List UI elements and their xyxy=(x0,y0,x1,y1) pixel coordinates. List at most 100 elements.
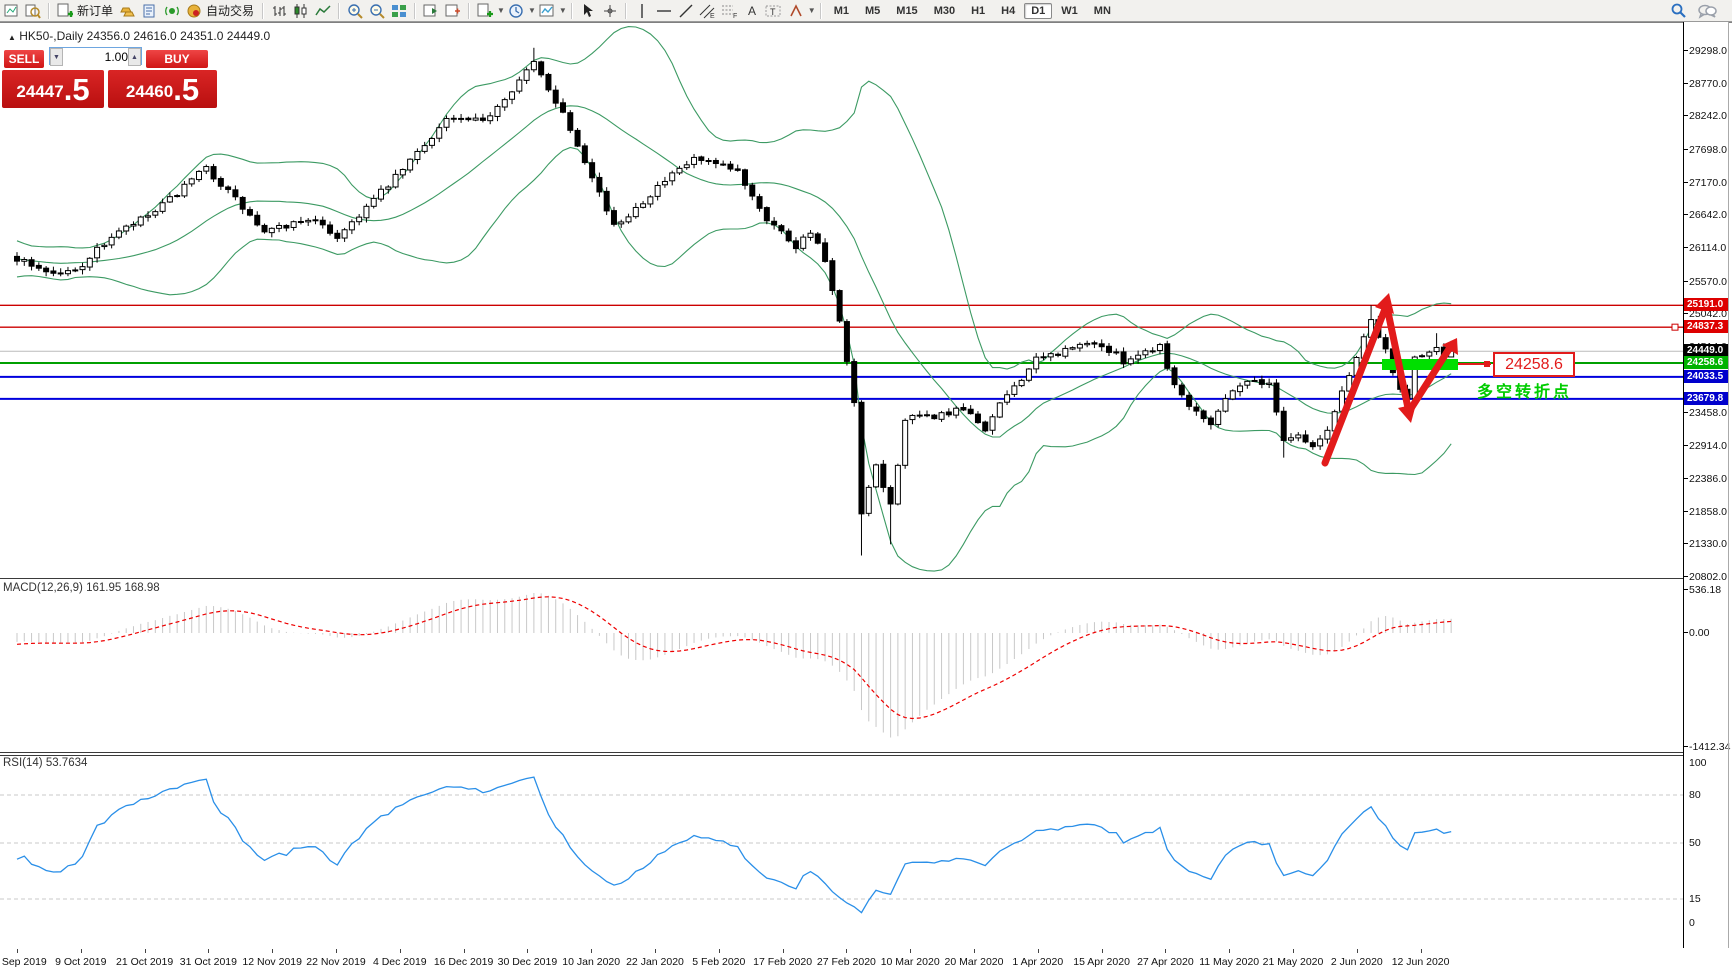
crosshair-icon[interactable] xyxy=(600,2,620,20)
market-watch-icon[interactable] xyxy=(23,2,43,20)
time-axis-label: 11 May 2020 xyxy=(1199,956,1260,968)
macd-pane[interactable] xyxy=(0,581,1683,753)
timeframe-button-w1[interactable]: W1 xyxy=(1061,4,1078,17)
candle-body xyxy=(501,99,508,108)
buy-price-box[interactable]: 24460 .5 xyxy=(108,70,217,108)
timeframe-button-h1[interactable]: H1 xyxy=(971,4,986,17)
arrows-dropdown-icon[interactable]: ▼ xyxy=(807,6,816,15)
time-axis-label: 21 May 2020 xyxy=(1262,956,1324,968)
template-dropdown-icon[interactable]: ▼ xyxy=(558,6,567,15)
volume-increase-button[interactable]: ▲ xyxy=(128,48,141,66)
turning-point-note[interactable]: 多空转折点 xyxy=(1477,384,1573,401)
zoom-out-icon[interactable] xyxy=(367,2,387,20)
candle-body xyxy=(152,211,159,216)
price-tag: 24837.3 xyxy=(1684,320,1729,334)
indicators-icon[interactable] xyxy=(475,2,495,20)
candle-body xyxy=(1280,410,1287,441)
arrows-icon[interactable] xyxy=(786,2,806,20)
zoom-in-icon[interactable] xyxy=(345,2,365,20)
tile-windows-icon[interactable] xyxy=(389,2,409,20)
zigzag-arrow-line[interactable] xyxy=(1321,305,1389,467)
candle-body xyxy=(1135,354,1142,360)
timeframe-button-h4[interactable]: H4 xyxy=(1001,4,1016,17)
horizontal-line-icon[interactable] xyxy=(654,2,674,20)
chat-icon[interactable] xyxy=(1697,2,1717,20)
chart-window-icon[interactable] xyxy=(1,2,21,20)
timeframe-button-d1[interactable]: D1 xyxy=(1024,2,1053,19)
price-axis: 29298.0 28770.0 28242.0 27698.0 27170.0 26642… xyxy=(1683,22,1730,948)
template-icon[interactable] xyxy=(537,2,557,20)
chart-title: ▲ HK50-,Daily 24356.0 24616.0 24351.0 24… xyxy=(8,29,270,43)
candle-body xyxy=(1186,394,1193,407)
chart-title-icon: ▲ xyxy=(8,33,16,42)
profile-next-icon[interactable] xyxy=(421,2,441,20)
candle-body xyxy=(822,242,829,262)
candle-body xyxy=(414,150,421,161)
candle-body xyxy=(1266,382,1273,385)
channel-icon[interactable]: E xyxy=(698,2,718,20)
candle-body xyxy=(756,196,763,209)
candle-body xyxy=(188,178,195,185)
axis-tick xyxy=(1684,445,1688,447)
candle-body xyxy=(64,270,71,275)
candle-body xyxy=(829,260,836,291)
time-axis-label: 20 Mar 2020 xyxy=(944,956,1004,968)
new-order-button[interactable]: 新订单 xyxy=(77,4,114,18)
profile-add-icon[interactable] xyxy=(443,2,463,20)
time-axis-label: 22 Nov 2019 xyxy=(306,956,366,968)
candle-body xyxy=(1106,345,1112,353)
new-order-icon[interactable] xyxy=(55,2,75,20)
price-axis-label: 29298.0 xyxy=(1689,45,1727,57)
timeframe-button-m1[interactable]: M1 xyxy=(833,4,849,17)
zigzag-arrow-line[interactable] xyxy=(1406,345,1453,414)
gold-icon[interactable] xyxy=(118,2,138,20)
signal-icon[interactable] xyxy=(162,2,182,20)
sell-price-box[interactable]: 24447 .5 xyxy=(2,70,104,108)
candle-body xyxy=(57,272,64,275)
timeframe-button-m30[interactable]: M30 xyxy=(933,4,956,17)
sell-button[interactable]: SELL xyxy=(4,50,44,68)
buy-button[interactable]: BUY xyxy=(146,50,208,68)
vertical-line-icon[interactable] xyxy=(632,2,652,20)
price-note-box[interactable]: 24258.6 xyxy=(1493,352,1575,377)
zigzag-arrow-line[interactable] xyxy=(1383,303,1412,412)
candle-body xyxy=(72,269,79,272)
main-price-pane[interactable] xyxy=(0,23,1683,579)
period-dropdown-icon[interactable]: ▼ xyxy=(527,6,536,15)
candle-body xyxy=(1419,355,1426,358)
bar-chart-icon[interactable] xyxy=(269,2,289,20)
cursor-icon[interactable] xyxy=(578,2,598,20)
pane-separator[interactable] xyxy=(0,752,1728,756)
text-label-icon[interactable]: T xyxy=(764,2,784,20)
time-axis-label: 12 Jun 2020 xyxy=(1391,956,1450,968)
candle-body xyxy=(1309,442,1316,448)
candle-body xyxy=(450,117,457,120)
text-icon[interactable]: A xyxy=(742,2,762,20)
axis-tick xyxy=(1684,543,1688,545)
candle-body xyxy=(945,411,952,416)
support-zone-highlight[interactable] xyxy=(1382,359,1458,370)
volume-decrease-button[interactable]: ▼ xyxy=(50,48,63,66)
timeframe-button-m15[interactable]: M15 xyxy=(896,4,918,17)
volume-input[interactable] xyxy=(63,48,132,66)
autotrade-button[interactable]: 自动交易 xyxy=(206,4,255,18)
candle-chart-icon[interactable] xyxy=(291,2,311,20)
line-chart-icon[interactable] xyxy=(313,2,333,20)
buy-price: 24460 xyxy=(125,82,174,101)
period-icon[interactable] xyxy=(506,2,526,20)
buy-price-fraction: .5 xyxy=(173,72,200,107)
rsi-pane[interactable] xyxy=(0,756,1683,927)
line-endpoint-marker[interactable] xyxy=(1671,323,1679,331)
timeframe-button-m5[interactable]: M5 xyxy=(865,4,881,17)
fibonacci-icon[interactable]: F xyxy=(720,2,740,20)
price-axis-label: 26114.0 xyxy=(1689,242,1727,255)
time-axis-tick xyxy=(910,949,912,953)
timeframe-button-mn[interactable]: MN xyxy=(1093,4,1111,17)
autotrade-icon[interactable] xyxy=(184,2,204,20)
indicators-dropdown-icon[interactable]: ▼ xyxy=(497,6,505,15)
search-icon[interactable] xyxy=(1668,2,1688,20)
axis-tick xyxy=(1684,632,1688,633)
trendline-icon[interactable] xyxy=(676,2,696,20)
mail-icon[interactable] xyxy=(140,2,160,20)
macd-signal-line xyxy=(16,596,1452,720)
